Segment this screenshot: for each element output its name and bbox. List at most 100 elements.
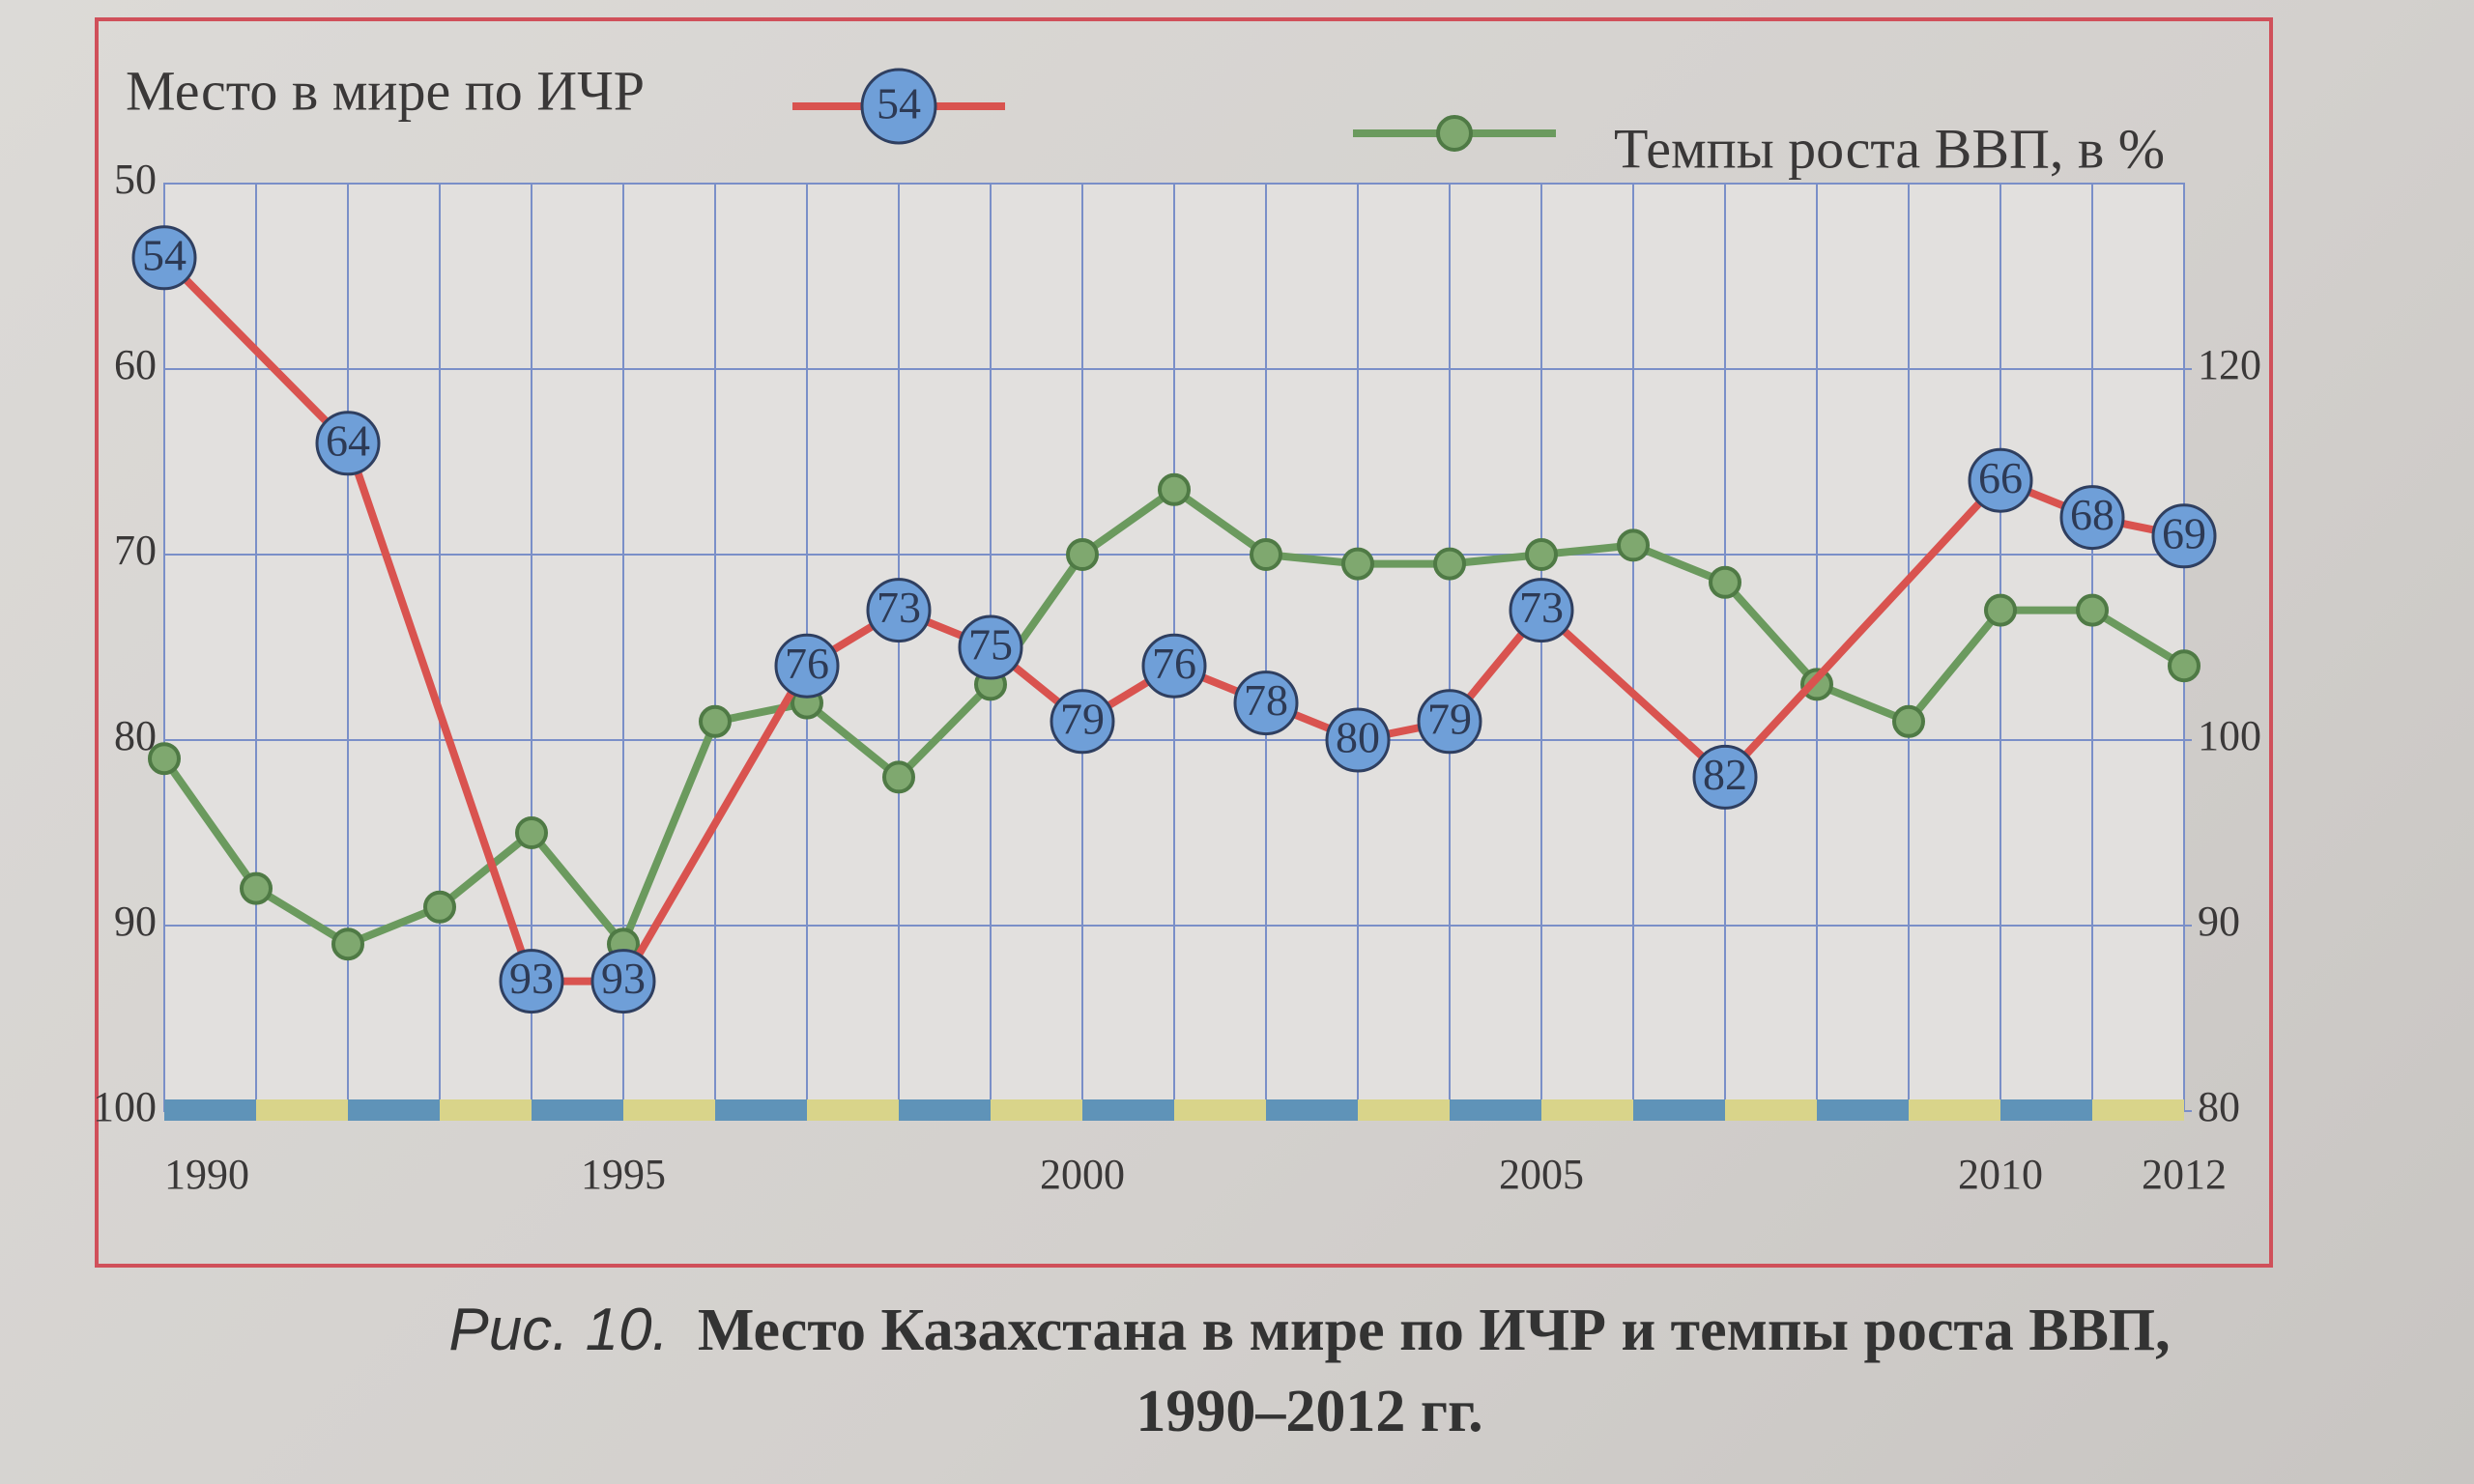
marker — [1433, 547, 1466, 581]
base-band — [532, 1099, 623, 1121]
y2-tick-label: 90 — [2198, 898, 2240, 945]
marker — [315, 411, 381, 476]
x-tick-label: 2012 — [2142, 1151, 2227, 1198]
x-tick-label: 2005 — [1499, 1151, 1584, 1198]
data-label: 79 — [1427, 694, 1472, 743]
y2-tick-label: 120 — [2198, 341, 2261, 388]
marker — [1709, 565, 1741, 599]
marker — [1325, 707, 1391, 773]
data-label: 73 — [1519, 583, 1564, 632]
base-band — [623, 1099, 715, 1121]
marker — [699, 704, 732, 738]
y-tick-label: 90 — [114, 898, 157, 945]
data-label: 76 — [1152, 639, 1196, 688]
y2-tick-label: 80 — [2198, 1083, 2240, 1130]
marker — [2168, 649, 2201, 683]
marker — [515, 816, 548, 849]
marker — [882, 760, 915, 794]
data-label: 79 — [1060, 694, 1105, 743]
base-band — [1266, 1099, 1358, 1121]
data-label: 73 — [877, 583, 921, 632]
figure-label: Рис. 10. — [448, 1297, 669, 1363]
data-label: 76 — [785, 639, 829, 688]
marker — [774, 633, 840, 699]
x-tick-label: 1990 — [164, 1151, 249, 1198]
marker — [499, 949, 564, 1014]
marker — [1141, 633, 1207, 699]
marker — [240, 871, 273, 905]
base-band — [1633, 1099, 1725, 1121]
marker — [2059, 485, 2125, 551]
marker — [1617, 528, 1650, 562]
marker — [1692, 744, 1758, 810]
base-band — [991, 1099, 1082, 1121]
data-label: 68 — [2070, 490, 2114, 539]
data-label: 93 — [509, 954, 554, 1003]
marker — [1525, 538, 1558, 571]
marker — [1968, 447, 2033, 513]
data-label: 78 — [1244, 675, 1288, 725]
base-band — [899, 1099, 991, 1121]
data-label: 75 — [968, 620, 1013, 670]
base-band — [2000, 1099, 2092, 1121]
base-band — [1358, 1099, 1450, 1121]
marker — [1984, 593, 2017, 627]
data-label: 80 — [1336, 713, 1380, 762]
marker — [1233, 671, 1299, 736]
marker — [1250, 538, 1282, 571]
marker — [1158, 472, 1191, 506]
marker — [131, 225, 197, 291]
legend-marker-label: 54 — [877, 79, 921, 128]
base-band — [164, 1099, 256, 1121]
marker — [423, 890, 456, 924]
base-band — [1541, 1099, 1633, 1121]
base-band — [1725, 1099, 1817, 1121]
marker — [331, 928, 364, 961]
marker — [958, 614, 1023, 680]
y-tick-label: 50 — [114, 156, 157, 203]
base-band — [256, 1099, 348, 1121]
base-band — [1082, 1099, 1174, 1121]
marker — [1892, 704, 1925, 738]
y-tick-label: 60 — [114, 341, 157, 388]
data-label: 64 — [326, 415, 370, 465]
chart: Место в мире по ИЧР Темпы роста ВВП, в %… — [93, 17, 2273, 1268]
marker — [148, 742, 181, 776]
data-label: 69 — [2162, 508, 2206, 557]
marker — [866, 578, 932, 643]
legend-label: Темпы роста ВВП, в % — [1614, 117, 2165, 180]
base-band — [1817, 1099, 1909, 1121]
base-band — [807, 1099, 899, 1121]
base-band — [715, 1099, 807, 1121]
base-band — [1450, 1099, 1541, 1121]
base-band — [2092, 1099, 2184, 1121]
data-label: 54 — [142, 230, 187, 279]
legend-marker — [860, 68, 937, 145]
legend-marker — [1436, 115, 1473, 152]
data-label: 82 — [1703, 750, 1747, 799]
x-tick-label: 2010 — [1958, 1151, 2043, 1198]
marker — [1341, 547, 1374, 581]
y2-tick-label: 100 — [2198, 712, 2261, 759]
base-band — [440, 1099, 532, 1121]
base-band — [1174, 1099, 1266, 1121]
caption: Рис. 10. Место Казахстана в мире по ИЧР и… — [367, 1290, 2252, 1452]
data-label: 93 — [601, 954, 646, 1003]
y-tick-label: 70 — [114, 527, 157, 574]
marker — [1066, 538, 1099, 571]
base-band — [1909, 1099, 2000, 1121]
data-label: 66 — [1978, 453, 2023, 502]
legend-label: Место в мире по ИЧР — [126, 59, 645, 122]
caption-title: Место Казахстана в мире по ИЧР и темпы р… — [697, 1298, 2171, 1444]
y-tick-label: 100 — [93, 1083, 157, 1130]
x-tick-label: 1995 — [581, 1151, 666, 1198]
marker — [1417, 689, 1482, 755]
marker — [590, 949, 656, 1014]
marker — [2151, 503, 2217, 569]
marker — [2076, 593, 2109, 627]
x-tick-label: 2000 — [1040, 1151, 1125, 1198]
frame — [95, 17, 2273, 1268]
marker — [1509, 578, 1574, 643]
marker — [1050, 689, 1115, 755]
